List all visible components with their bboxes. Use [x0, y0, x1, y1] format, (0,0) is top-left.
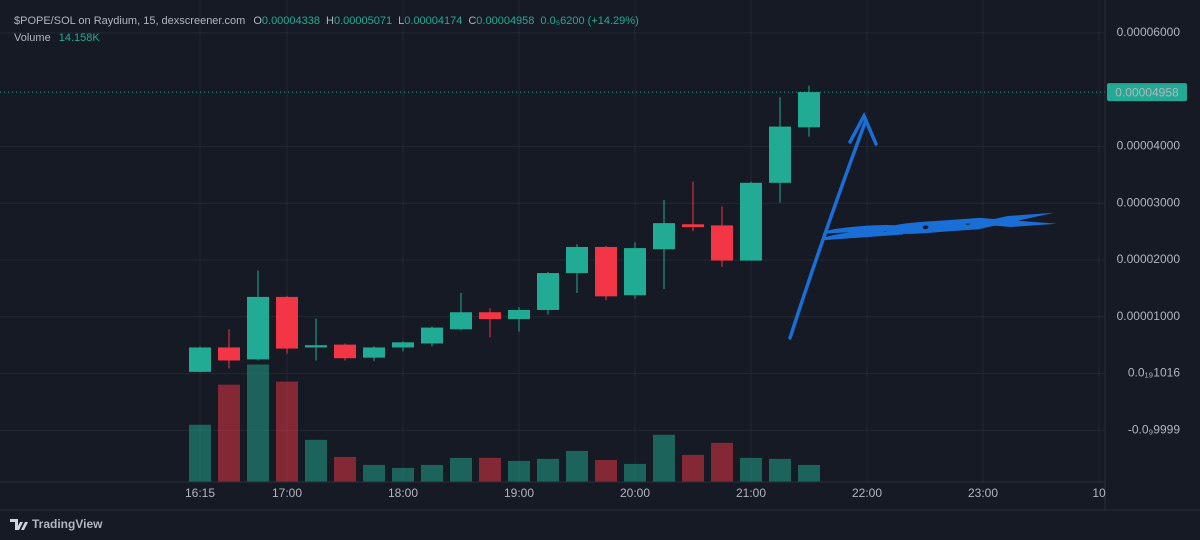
volume-bar — [334, 456, 356, 482]
ohlc-value: 0.00004174 — [404, 15, 462, 27]
volume-bar — [392, 467, 414, 482]
x-tick-label: 23:00 — [968, 486, 998, 500]
volume-bar — [711, 442, 733, 482]
candle-body — [537, 273, 559, 310]
volume-bar — [624, 463, 646, 482]
y-tick-label: -0.0₉9999 — [1128, 423, 1180, 437]
candle-body — [508, 309, 530, 320]
candle-body — [450, 312, 472, 330]
volume-bar — [508, 460, 530, 482]
volume-bar — [798, 464, 820, 482]
candle-body — [682, 224, 704, 228]
candle-body — [392, 342, 414, 348]
candle-body — [769, 126, 791, 183]
y-tick-label: 0.00001000 — [1117, 309, 1181, 323]
candle-body — [247, 296, 269, 360]
x-tick-label: 18:00 — [388, 486, 418, 500]
volume-bar — [740, 457, 762, 482]
candle-body — [653, 223, 675, 250]
y-tick-label: 0.00002000 — [1117, 252, 1181, 266]
volume-bar — [276, 381, 298, 482]
candle-body — [334, 344, 356, 359]
volume-bar — [305, 439, 327, 482]
ohlc-key: L — [398, 15, 404, 27]
legend-header: $POPE/SOL on Raydium, 15, dexscreener.co… — [14, 15, 639, 27]
candle-body — [740, 182, 762, 261]
x-tick-label: 21:00 — [736, 486, 766, 500]
volume-name: Volume — [14, 32, 51, 44]
candle-body — [595, 246, 617, 297]
volume-value: 14.158K — [59, 32, 101, 44]
logo-icon — [10, 519, 28, 530]
ohlc-key: H — [326, 15, 334, 27]
volume-bar — [247, 364, 269, 482]
ohlc-key: C — [468, 15, 476, 27]
candle-body — [479, 312, 501, 320]
plot — [0, 0, 1105, 482]
logo: TradingView — [10, 517, 103, 531]
y-tick-label: 0.00006000 — [1117, 25, 1181, 39]
chart-title: $POPE/SOL on Raydium, 15, dexscreener.co… — [14, 15, 639, 27]
volume-bar — [537, 458, 559, 482]
volume-bar — [479, 457, 501, 482]
candle-body — [218, 347, 240, 361]
x-tick-label: 22:00 — [852, 486, 882, 500]
candle-body — [566, 246, 588, 274]
x-tick-label: 16:15 — [185, 486, 215, 500]
x-tick-label: 20:00 — [620, 486, 650, 500]
ohlc-value: 0.00004338 — [262, 15, 320, 27]
candle-body — [276, 296, 298, 349]
volume-bar — [769, 458, 791, 482]
candle-body — [363, 347, 385, 358]
x-tick-label: 10 — [1092, 486, 1106, 500]
last-price-badge — [1107, 83, 1187, 102]
volume-bar — [450, 457, 472, 482]
ohlc-key: O — [253, 15, 262, 27]
change-value: 0.0₅6200 (+14.29%) — [540, 15, 638, 27]
ohlc-value: 0.00005071 — [334, 15, 392, 27]
y-tick-label: 0.00003000 — [1117, 195, 1181, 209]
volume-bar — [189, 424, 211, 482]
ohlc-value: 0.00004958 — [476, 15, 534, 27]
volume-bar — [595, 459, 617, 482]
y-tick-label: 0.00004000 — [1117, 139, 1181, 153]
volume-bar — [566, 450, 588, 482]
y-tick-label: 0.0₁₉1016 — [1128, 366, 1181, 380]
volume-bar — [682, 454, 704, 482]
candle-body — [798, 92, 820, 128]
candle-body — [189, 347, 211, 372]
volume-header: Volume 14.158K — [14, 32, 100, 44]
x-tick-label: 17:00 — [272, 486, 302, 500]
candle-body — [711, 225, 733, 261]
volume-bar — [421, 464, 443, 482]
candle-body — [305, 345, 327, 348]
volume-bar — [218, 384, 240, 482]
last-price-label: 0.00004958 — [1115, 85, 1179, 99]
x-tick-label: 19:00 — [504, 486, 534, 500]
annotation-arrow — [788, 111, 878, 340]
volume-bar — [363, 464, 385, 482]
brand: TradingView — [32, 517, 103, 531]
volume-bar — [653, 434, 675, 482]
candle-body — [421, 327, 443, 344]
candle-body — [624, 248, 646, 296]
